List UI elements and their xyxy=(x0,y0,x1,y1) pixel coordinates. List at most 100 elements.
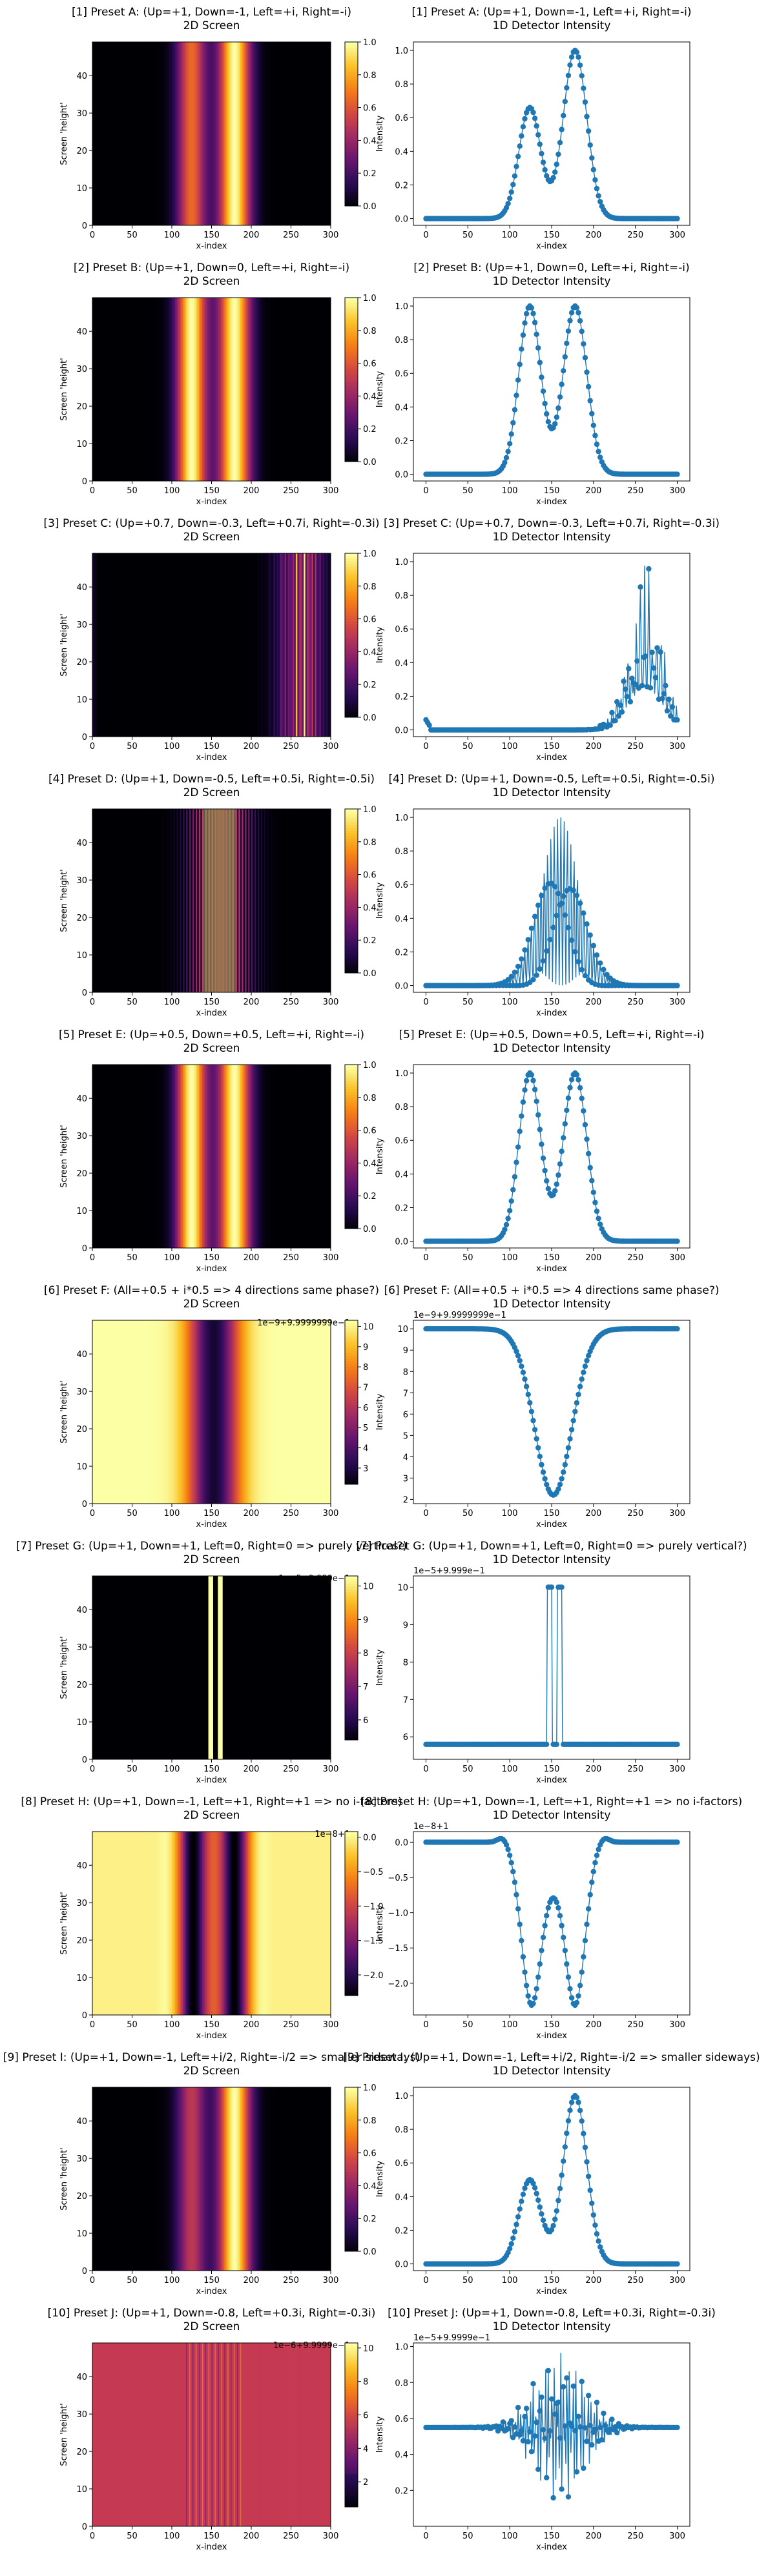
colorbar-cell xyxy=(345,2166,358,2170)
heatmap-cell xyxy=(273,42,276,225)
heatmap-cell xyxy=(111,42,114,225)
heatmap-cell xyxy=(108,42,110,225)
line-ytick-label: 0.6 xyxy=(395,2159,408,2169)
heatmap-cell xyxy=(218,42,220,225)
colorbar-cell xyxy=(345,1141,358,1145)
heatmap-stripe xyxy=(195,2343,197,2526)
colorbar-cell xyxy=(345,1696,358,1699)
colorbar-cell xyxy=(345,1157,358,1161)
heatmap-cell xyxy=(121,1065,123,1248)
colorbar-cell xyxy=(345,613,358,617)
heatmap-cell xyxy=(236,1320,239,1504)
heatmap-cell xyxy=(281,42,284,225)
heatmap-xtick-label: 300 xyxy=(323,997,339,1007)
heatmap-cell xyxy=(125,809,128,992)
heatmap-cell xyxy=(256,1576,258,1759)
heatmap-cell xyxy=(295,1832,298,2015)
data-point xyxy=(522,2185,528,2191)
heatmap-cell xyxy=(211,298,214,481)
heatmap-cell xyxy=(324,42,327,225)
data-point xyxy=(528,305,535,311)
colorbar-frame xyxy=(344,1575,358,1741)
heatmap-cell xyxy=(110,298,112,481)
data-point xyxy=(661,691,667,697)
colorbar-tick-label: 6 xyxy=(363,2411,368,2420)
heatmap-cell xyxy=(304,553,306,737)
data-point xyxy=(520,332,526,338)
heatmap-cell xyxy=(326,1065,328,1248)
line-ytick-label: 0.2 xyxy=(395,2226,408,2236)
data-point xyxy=(540,1469,546,1475)
heatmap-xtick-label: 250 xyxy=(283,1253,299,1263)
data-point xyxy=(590,2212,596,2218)
data-point xyxy=(539,892,545,899)
data-point xyxy=(565,328,572,334)
heatmap-cell xyxy=(202,1576,204,1759)
colorbar-tick-label: 10 xyxy=(363,1582,374,1592)
line-title: [5] Preset E: (Up=+0.5, Down=+0.5, Left=… xyxy=(399,1028,705,1041)
heatmap-cell xyxy=(148,2087,150,2271)
colorbar-cell xyxy=(345,1859,358,1863)
heatmap-cell xyxy=(283,1576,285,1759)
colorbar-cell xyxy=(345,303,358,307)
colorbar-cell xyxy=(345,2155,358,2159)
heatmap-cell xyxy=(152,42,155,225)
colorbar-cell xyxy=(345,1182,358,1185)
heatmap-cell xyxy=(176,1576,179,1759)
colorbar-cell xyxy=(345,2359,358,2363)
colorbar-cell xyxy=(345,2457,358,2461)
colorbar-cell xyxy=(345,700,358,704)
colorbar-cell xyxy=(345,594,358,598)
heatmap-cell xyxy=(278,42,280,225)
heatmap-cell xyxy=(265,2087,267,2271)
data-point xyxy=(539,1947,545,1954)
colorbar-cell xyxy=(345,1481,358,1485)
heatmap-cell xyxy=(253,2343,255,2526)
heatmap-cell xyxy=(119,1320,121,1504)
heatmap-cell xyxy=(112,1576,115,1759)
colorbar-cell xyxy=(345,2485,358,2488)
colorbar-cell xyxy=(345,1867,358,1870)
colorbar-cell xyxy=(345,1721,358,1724)
heatmap-cell xyxy=(326,809,328,992)
heatmap-cell xyxy=(100,1320,103,1504)
colorbar-tick-label: 0.2 xyxy=(363,1192,377,1201)
data-point xyxy=(510,181,516,188)
line-xtick-label: 0 xyxy=(423,997,428,1007)
data-point xyxy=(574,305,580,311)
heatmap-stripe xyxy=(224,2343,225,2526)
data-point xyxy=(577,2424,583,2430)
heatmap-cell xyxy=(294,2343,296,2526)
heatmap-cell xyxy=(195,1576,198,1759)
heatmap-title: [3] Preset C: (Up=+0.7, Down=-0.3, Left=… xyxy=(43,517,379,530)
colorbar-cell xyxy=(345,1579,358,1582)
colorbar-cell xyxy=(345,1100,358,1103)
colorbar-cell xyxy=(345,1385,358,1389)
data-point xyxy=(528,1072,535,1078)
heatmap-cell xyxy=(207,2087,209,2271)
colorbar-cell xyxy=(345,156,358,160)
line-ytick-label: 0.2 xyxy=(395,2486,408,2496)
heatmap-cell xyxy=(278,553,280,737)
heatmap-cell xyxy=(276,1832,279,2015)
heatmap-cell xyxy=(273,1320,276,1504)
colorbar-cell xyxy=(345,330,358,334)
data-point xyxy=(503,1842,510,1848)
heatmap-cell xyxy=(133,1065,136,1248)
line-xtick-label: 50 xyxy=(462,1509,473,1518)
data-point xyxy=(539,1141,545,1147)
data-point xyxy=(542,885,548,891)
colorbar-cell xyxy=(345,2488,358,2491)
heatmap-cell xyxy=(121,42,123,225)
heatmap-cell xyxy=(218,553,220,737)
data-point xyxy=(585,1150,592,1157)
heatmap-cell xyxy=(122,1832,125,2015)
colorbar-cell xyxy=(345,1451,358,1455)
colorbar-cell xyxy=(345,338,358,342)
colorbar-tick-label: 0.8 xyxy=(363,71,377,81)
heatmap-cell xyxy=(322,809,325,992)
data-point xyxy=(582,2425,588,2431)
data-point xyxy=(585,383,592,390)
data-point xyxy=(581,910,586,916)
heatmap-cell xyxy=(194,2343,196,2526)
